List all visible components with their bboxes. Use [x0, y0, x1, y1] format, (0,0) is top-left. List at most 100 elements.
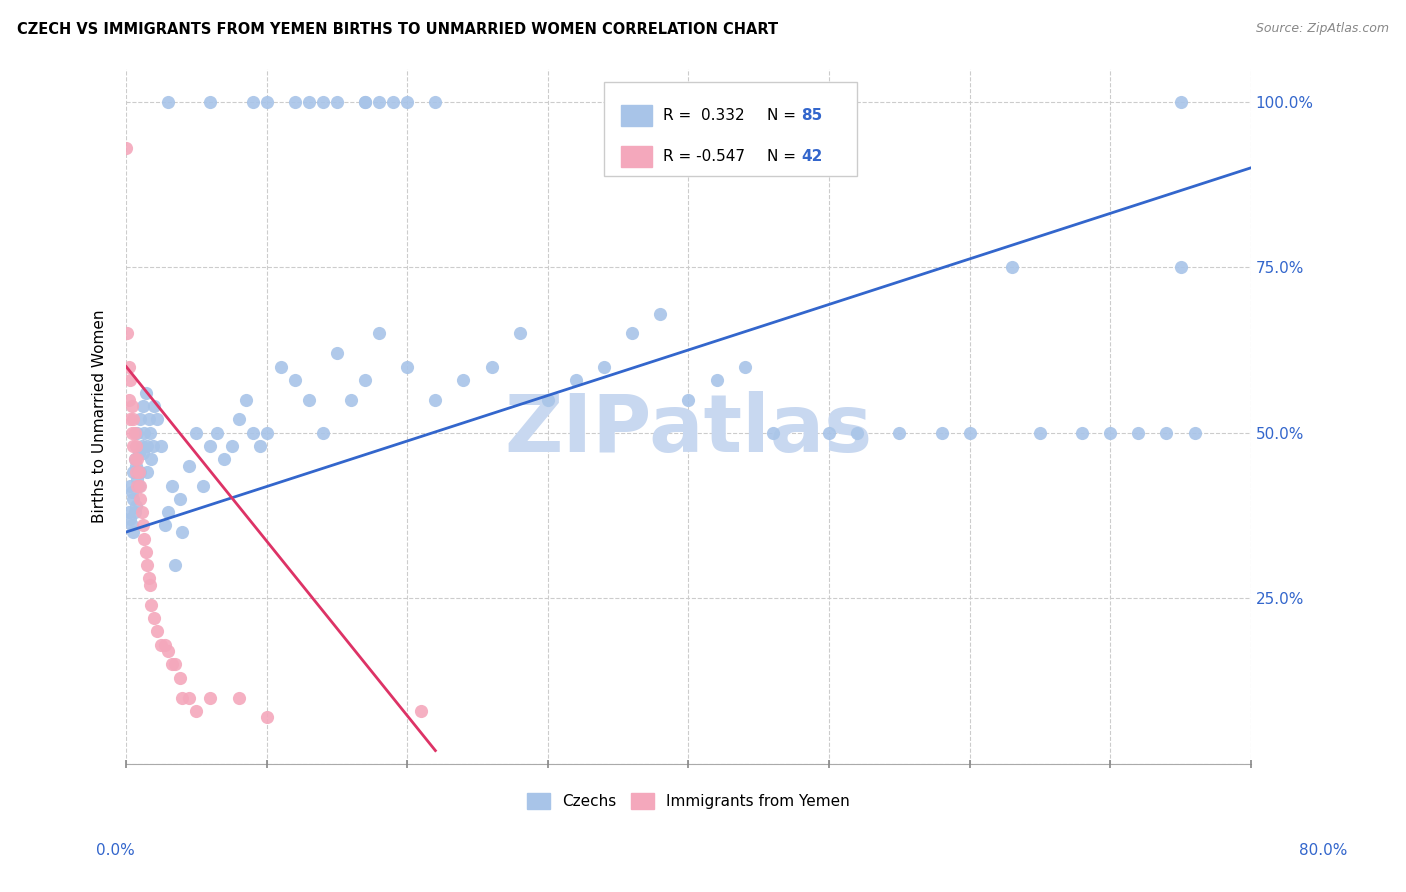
Point: [121, 399, 143, 413]
FancyBboxPatch shape: [605, 82, 858, 177]
Point: [134, 425, 156, 440]
Point: [135, 545, 157, 559]
Point: [146, 412, 169, 426]
Point: [120, 479, 142, 493]
Point: [129, 466, 152, 480]
Point: [734, 359, 756, 374]
Point: [368, 95, 391, 109]
Text: 42: 42: [801, 149, 823, 163]
Point: [326, 346, 349, 360]
Point: [138, 571, 160, 585]
Point: [121, 425, 143, 440]
Point: [141, 452, 163, 467]
Point: [136, 466, 159, 480]
Point: [118, 359, 141, 374]
Point: [425, 95, 447, 109]
Point: [354, 373, 377, 387]
Point: [143, 399, 166, 413]
Point: [169, 671, 191, 685]
Point: [284, 95, 307, 109]
Point: [179, 690, 201, 705]
Text: Source: ZipAtlas.com: Source: ZipAtlas.com: [1256, 22, 1389, 36]
Text: 85: 85: [801, 108, 823, 123]
Point: [172, 690, 194, 705]
Point: [128, 479, 150, 493]
Point: [221, 439, 243, 453]
Point: [129, 479, 152, 493]
Point: [621, 326, 644, 341]
Point: [200, 95, 222, 109]
Text: 0.0%: 0.0%: [96, 843, 135, 858]
Point: [1029, 425, 1052, 440]
Point: [150, 638, 173, 652]
Point: [298, 392, 321, 407]
Point: [242, 425, 264, 440]
Point: [1170, 95, 1192, 109]
Y-axis label: Births to Unmarried Women: Births to Unmarried Women: [93, 310, 107, 523]
Point: [127, 472, 149, 486]
Point: [132, 518, 155, 533]
Point: [157, 95, 180, 109]
Point: [242, 95, 264, 109]
Point: [593, 359, 616, 374]
Point: [706, 373, 728, 387]
Point: [453, 373, 475, 387]
Point: [284, 373, 307, 387]
Point: [122, 491, 145, 506]
Point: [1156, 425, 1178, 440]
Point: [200, 439, 222, 453]
Point: [131, 439, 153, 453]
Point: [138, 412, 160, 426]
Point: [120, 412, 142, 426]
Point: [127, 425, 149, 440]
Legend: Czechs, Immigrants from Yemen: Czechs, Immigrants from Yemen: [520, 787, 856, 815]
Point: [122, 466, 145, 480]
Text: 80.0%: 80.0%: [1299, 843, 1347, 858]
FancyBboxPatch shape: [621, 105, 652, 127]
Point: [256, 710, 278, 724]
Point: [256, 425, 278, 440]
Point: [121, 518, 143, 533]
Point: [155, 638, 177, 652]
Point: [120, 512, 142, 526]
Point: [889, 425, 911, 440]
Point: [124, 505, 146, 519]
Point: [162, 479, 184, 493]
Point: [235, 392, 257, 407]
Point: [186, 704, 208, 718]
Point: [354, 95, 377, 109]
Point: [186, 425, 208, 440]
Point: [127, 479, 149, 493]
Point: [122, 524, 145, 539]
Point: [411, 704, 433, 718]
Point: [214, 452, 236, 467]
Point: [129, 412, 152, 426]
Point: [1099, 425, 1122, 440]
Point: [1170, 260, 1192, 275]
Point: [368, 326, 391, 341]
Point: [150, 439, 173, 453]
Point: [127, 452, 149, 467]
Point: [165, 558, 187, 573]
Point: [169, 491, 191, 506]
Point: [396, 359, 419, 374]
FancyBboxPatch shape: [621, 145, 652, 167]
Point: [139, 578, 162, 592]
Point: [481, 359, 503, 374]
Point: [139, 425, 162, 440]
Point: [124, 452, 146, 467]
Point: [118, 392, 141, 407]
Point: [298, 95, 321, 109]
Point: [249, 439, 271, 453]
Point: [125, 499, 148, 513]
Point: [846, 425, 869, 440]
Point: [157, 505, 180, 519]
Point: [128, 466, 150, 480]
Point: [132, 445, 155, 459]
Point: [1001, 260, 1024, 275]
Point: [678, 392, 700, 407]
Point: [124, 452, 146, 467]
Point: [396, 95, 419, 109]
Point: [128, 445, 150, 459]
Point: [136, 439, 159, 453]
